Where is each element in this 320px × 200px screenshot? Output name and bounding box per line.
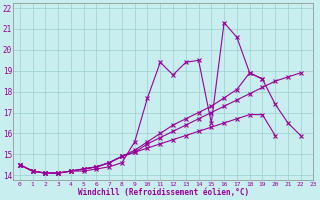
X-axis label: Windchill (Refroidissement éolien,°C): Windchill (Refroidissement éolien,°C) <box>78 188 249 197</box>
